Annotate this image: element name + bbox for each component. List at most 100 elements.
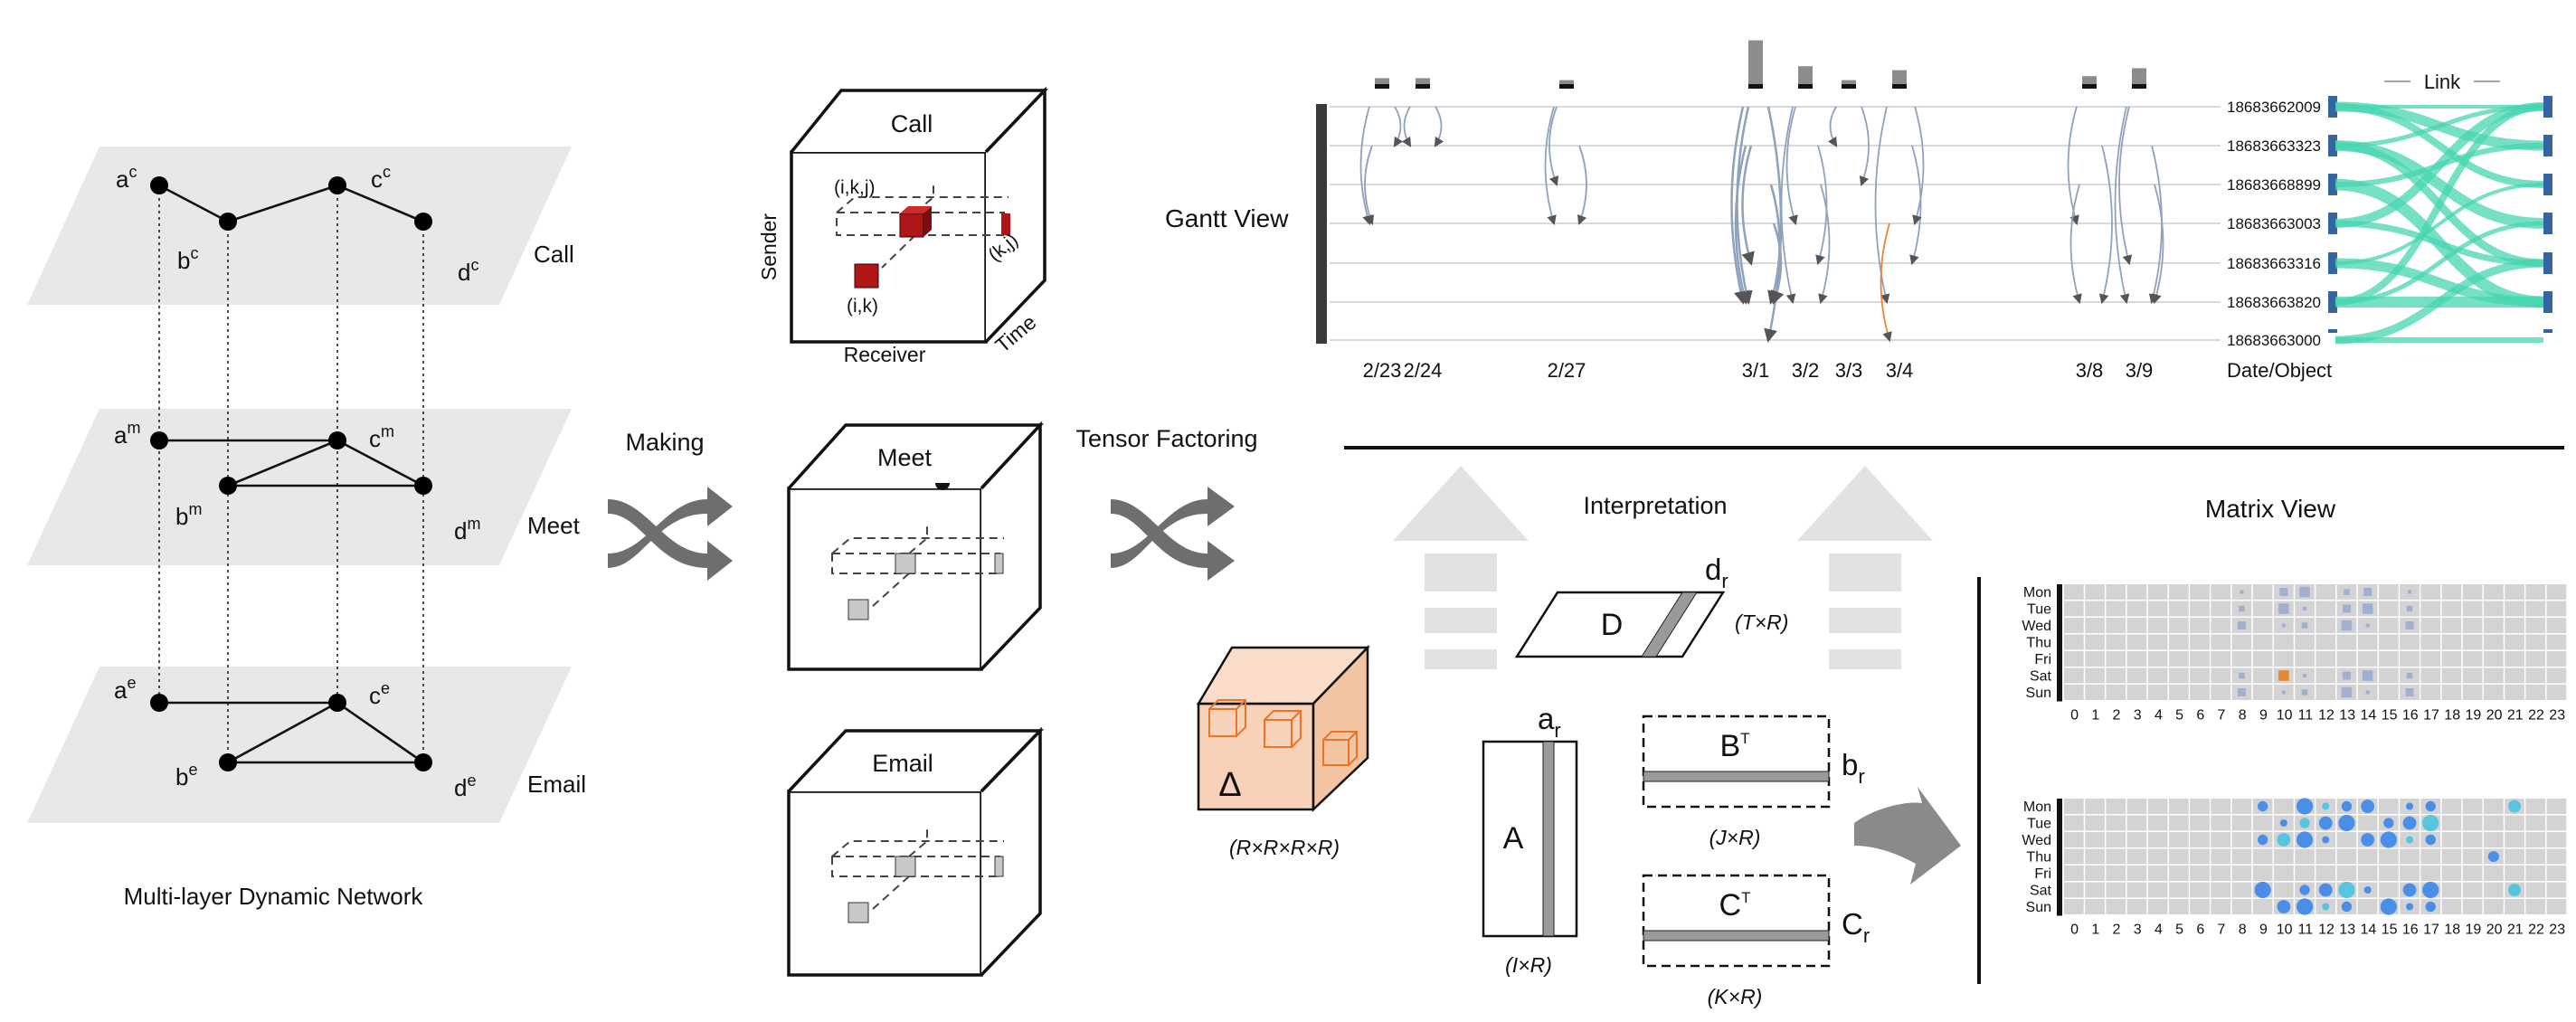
matrix-cell bbox=[2379, 667, 2399, 684]
matrix-cell bbox=[2357, 651, 2378, 667]
crossing-arrow-icon bbox=[1111, 487, 1235, 581]
matrix-mark bbox=[2281, 623, 2286, 628]
matrix-day-label: Tue bbox=[2027, 817, 2051, 832]
matrix-cell bbox=[2126, 799, 2147, 814]
matrix-row-bar bbox=[2057, 799, 2062, 916]
gantt-view: Gantt View 2/23 2/24 2/27 3/1 3/2 3/3 3/4 3/8 3/… bbox=[1165, 40, 2552, 382]
matrix-mark bbox=[2341, 686, 2353, 698]
tensor-call: Call Sender Receiver Time (i,k,j) (k,j) … bbox=[757, 86, 1049, 366]
matrix-cell bbox=[2252, 601, 2273, 617]
matrix-cell bbox=[2126, 618, 2147, 633]
to-matrix-arrow-icon bbox=[1854, 787, 1961, 885]
matrix-mark bbox=[2299, 885, 2310, 895]
gantt-arc bbox=[1764, 106, 1783, 343]
matrix-cell bbox=[2462, 667, 2483, 684]
matrix-cell bbox=[2085, 618, 2105, 633]
link-flow bbox=[2334, 220, 2544, 267]
gantt-activity-bar-base bbox=[2132, 84, 2146, 89]
matrix-cell bbox=[2147, 584, 2168, 600]
matrix-cell bbox=[2252, 584, 2273, 600]
matrix-mark bbox=[2406, 802, 2414, 810]
link-flow bbox=[2334, 103, 2544, 188]
matrix-mark bbox=[2344, 589, 2350, 595]
gantt-arc bbox=[1859, 106, 1870, 187]
matrix-hour-label: 8 bbox=[2239, 923, 2247, 938]
matrix-cell bbox=[2379, 601, 2399, 617]
matrix-hour-label: 4 bbox=[2155, 708, 2163, 724]
matrix-cell bbox=[2505, 685, 2524, 700]
matrix-hour-label: 12 bbox=[2318, 923, 2334, 938]
matrix-mark bbox=[2383, 818, 2394, 828]
factor-A-dims: (I×R) bbox=[1505, 953, 1552, 977]
matrix-mark bbox=[2422, 881, 2439, 899]
matrix-cell bbox=[2085, 799, 2105, 814]
node-c-meet bbox=[328, 431, 346, 449]
matrix-cell bbox=[2546, 866, 2567, 881]
matrix-hour-label: 17 bbox=[2423, 708, 2439, 724]
factor-B-dims: (J×R) bbox=[1709, 826, 1761, 849]
matrix-hour-label: 19 bbox=[2466, 923, 2482, 938]
matrix-cell bbox=[2126, 601, 2147, 617]
factor-C-label: CT bbox=[1719, 888, 1751, 923]
matrix-day-label: Sun bbox=[2026, 686, 2051, 701]
gantt-left-bar bbox=[1316, 104, 1327, 344]
matrix-cell bbox=[2525, 832, 2546, 847]
matrix-cell bbox=[2064, 799, 2084, 814]
matrix-cell bbox=[2379, 651, 2399, 667]
matrix-cell bbox=[2190, 667, 2210, 684]
matrix-cell bbox=[2064, 882, 2084, 898]
gantt-date-label: 3/9 bbox=[2126, 359, 2154, 382]
layer-labels: Call Meet Email bbox=[527, 241, 586, 798]
matrix-cell bbox=[2169, 866, 2189, 881]
link-object-marker bbox=[2543, 252, 2552, 274]
matrix-cell bbox=[2126, 866, 2147, 881]
matrix-hour-label: 22 bbox=[2528, 708, 2544, 724]
matrix-cell bbox=[2336, 848, 2357, 865]
gantt-arc bbox=[1359, 106, 1372, 226]
matrix-cell bbox=[2190, 882, 2210, 898]
matrix-cell bbox=[2441, 799, 2462, 814]
gantt-arc bbox=[1736, 106, 1753, 305]
node-label-d-call: dc bbox=[458, 256, 478, 286]
matrix-cell bbox=[2336, 866, 2357, 881]
link-object-marker bbox=[2328, 329, 2337, 333]
factor-c-vector: Cr bbox=[1842, 907, 1870, 947]
matrix-day-label: Sat bbox=[2030, 669, 2052, 685]
matrix-mark bbox=[2425, 800, 2436, 812]
node-d-email bbox=[414, 753, 432, 771]
matrix-cell bbox=[2231, 799, 2252, 814]
gantt-activity-bar-base bbox=[1416, 84, 1430, 89]
matrix-cell bbox=[2420, 848, 2441, 865]
matrix-cell bbox=[2169, 667, 2189, 684]
matrix-cell bbox=[2400, 634, 2420, 650]
matrix-hour-label: 13 bbox=[2339, 923, 2355, 938]
matrix-cell bbox=[2190, 601, 2210, 617]
matrix-cell bbox=[2190, 618, 2210, 633]
matrix-cell bbox=[2147, 832, 2168, 847]
matrix-cell bbox=[2379, 866, 2399, 881]
matrix-cell bbox=[2525, 634, 2546, 650]
node-b-call bbox=[219, 213, 237, 231]
matrix-cell bbox=[2106, 899, 2126, 914]
link-object-marker bbox=[2543, 213, 2552, 234]
gantt-arc bbox=[1815, 145, 1828, 266]
matrix-cell bbox=[2379, 882, 2399, 898]
factor-B: BT br (J×R) bbox=[1642, 714, 1865, 849]
matrix-cell bbox=[2462, 866, 2483, 881]
gantt-arc bbox=[1874, 106, 1890, 305]
matrix-cell bbox=[2316, 667, 2336, 684]
matrix-cell bbox=[2147, 882, 2168, 898]
matrix-cell bbox=[2211, 667, 2231, 684]
matrix-mark bbox=[2237, 621, 2246, 629]
matrix-cell bbox=[2462, 832, 2483, 847]
matrix-mark bbox=[2361, 800, 2375, 813]
matrix-cell bbox=[2169, 815, 2189, 831]
gantt-arc bbox=[1393, 106, 1404, 147]
matrix-mark bbox=[2318, 816, 2333, 830]
factor-D-dims: (T×R) bbox=[1735, 610, 1788, 634]
matrix-cell bbox=[2505, 601, 2524, 617]
matrix-cell bbox=[2295, 651, 2315, 667]
matrix-cell bbox=[2211, 848, 2231, 865]
matrix-cell bbox=[2169, 882, 2189, 898]
matrix-mark bbox=[2296, 798, 2314, 815]
